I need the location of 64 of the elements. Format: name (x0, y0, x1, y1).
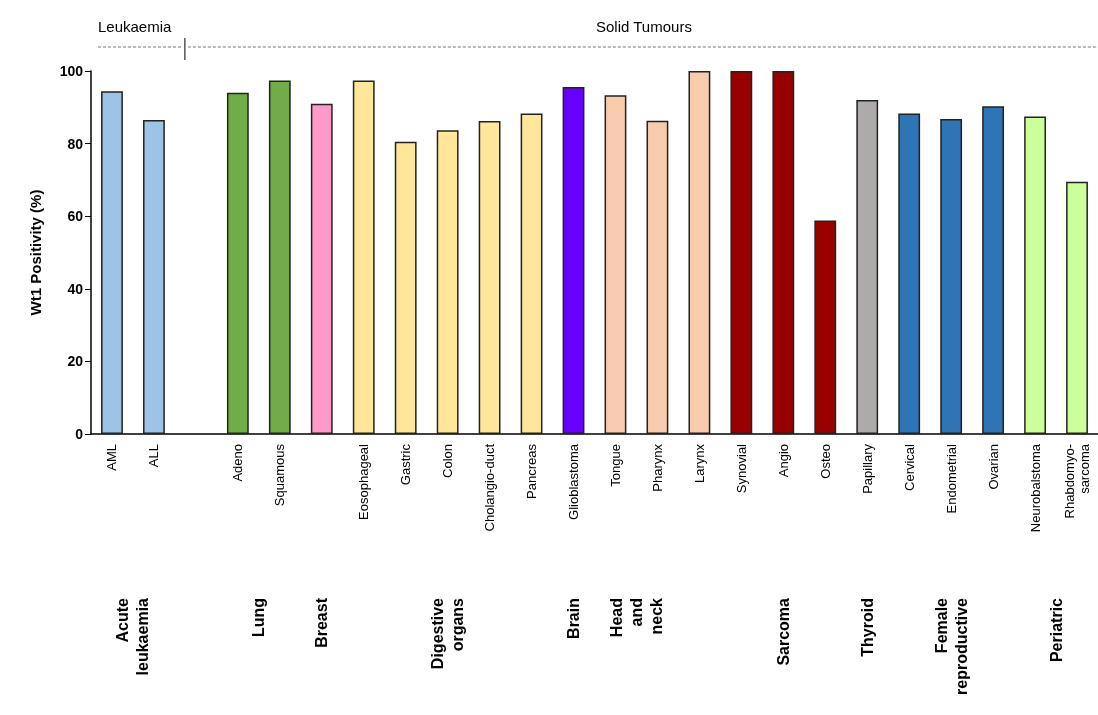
bar (520, 113, 543, 434)
bar (604, 95, 627, 434)
bar (688, 71, 711, 434)
bar (352, 80, 375, 434)
bar (101, 91, 123, 434)
text: Solid Tumours (596, 17, 692, 35)
text: Sarcoma (774, 597, 792, 666)
text: Leukaemia (98, 17, 173, 35)
bar (646, 120, 669, 434)
bar (268, 80, 291, 434)
x-tick-label: Osteo (817, 444, 833, 479)
text: Lung (250, 598, 268, 638)
x-tick-label: AML (104, 444, 120, 471)
x-tick-label: Cervical (901, 443, 917, 491)
bar (436, 130, 459, 434)
text: Periatric (1047, 597, 1065, 663)
y-tick-label: 60 (67, 208, 84, 225)
y-axis-title: Wt1 Positivity (%) (27, 189, 44, 316)
x-tick-label: Synovial (733, 443, 749, 494)
text: Female reproductive (932, 597, 970, 695)
x-tick-label: Adeno (230, 444, 246, 482)
x-tick-label: Ovarian (985, 444, 1001, 490)
text: Breast (313, 597, 331, 648)
bar (1024, 116, 1046, 434)
bar (982, 106, 1005, 434)
bar (310, 103, 333, 434)
bar (478, 121, 501, 434)
y-tick-label: 100 (59, 63, 84, 79)
x-tick-label: Squamous (272, 443, 288, 507)
x-tick-label: Pancreas (524, 443, 540, 499)
bar (143, 120, 165, 434)
bar (940, 118, 963, 434)
text: Head and neck (607, 597, 665, 638)
x-tick-label: ALL (146, 444, 162, 468)
x-tick-label: Neurobalstoma (1027, 443, 1043, 533)
bar (898, 113, 921, 434)
x-tick-label: Rhabdomyo- sarcoma (1062, 443, 1093, 519)
bar (814, 220, 837, 434)
x-tick-label: Glioblastoma (566, 443, 582, 520)
x-tick-label: Angio (775, 444, 791, 478)
bar (772, 71, 795, 434)
text: Thyroid (858, 598, 876, 657)
x-tick-label: Tongue (607, 444, 623, 487)
x-tick-label: Larynx (691, 443, 707, 484)
x-tick-label: Colon (440, 444, 456, 478)
x-tick-label: Eosophageal (356, 443, 372, 520)
text: Digestive organs (429, 597, 467, 670)
x-tick-label: Endometrial (943, 443, 959, 514)
text: Acute leukaemia (114, 597, 152, 676)
text: Brain (565, 598, 583, 639)
bar (730, 71, 753, 434)
y-tick-label: 0 (75, 426, 84, 442)
bar (226, 92, 249, 434)
y-tick-label: 80 (67, 135, 84, 152)
bar (394, 141, 417, 434)
y-tick-label: 20 (67, 353, 84, 370)
x-tick-label: Papillary (859, 443, 875, 494)
x-tick-label: Cholangio-duct (482, 443, 498, 532)
y-tick-label: 40 (67, 280, 84, 297)
x-tick-label: Pharynx (649, 443, 665, 492)
bar (562, 86, 585, 434)
bar (856, 100, 879, 434)
bar (1066, 181, 1088, 434)
x-tick-label: Gastric (398, 443, 414, 486)
